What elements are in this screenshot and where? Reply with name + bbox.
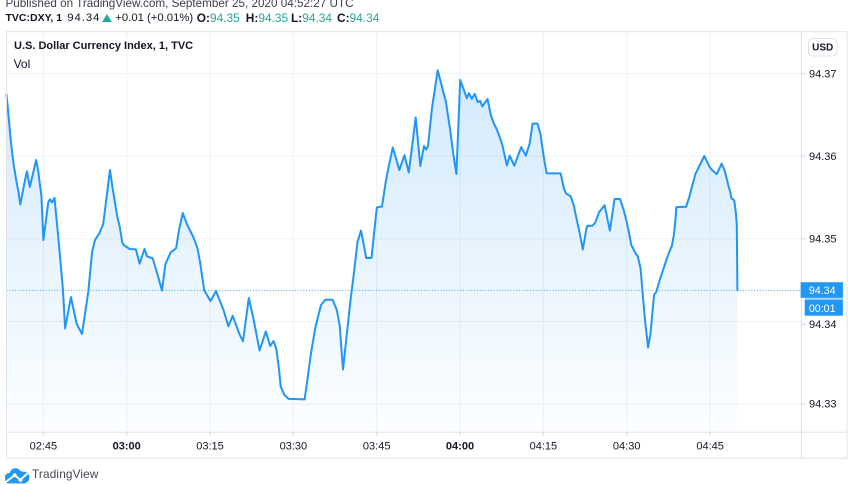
svg-text:04:45: 04:45 [696,441,724,453]
svg-text:03:45: 03:45 [363,441,391,453]
svg-text:94.34: 94.34 [809,319,837,331]
svg-text:04:00: 04:00 [446,441,474,453]
svg-text:94.37: 94.37 [809,68,837,80]
svg-text:94.35: 94.35 [809,234,837,246]
svg-text:USD: USD [812,42,833,53]
svg-text:94.33: 94.33 [809,399,837,411]
svg-text:04:15: 04:15 [530,441,558,453]
svg-text:02:45: 02:45 [30,441,58,453]
svg-text:03:15: 03:15 [196,441,224,453]
svg-text:04:30: 04:30 [613,441,641,453]
svg-text:94.34: 94.34 [809,285,836,297]
svg-text:94.36: 94.36 [809,151,837,163]
svg-text:03:00: 03:00 [113,441,141,453]
svg-text:00:01: 00:01 [809,303,836,315]
svg-text:03:30: 03:30 [280,441,308,453]
